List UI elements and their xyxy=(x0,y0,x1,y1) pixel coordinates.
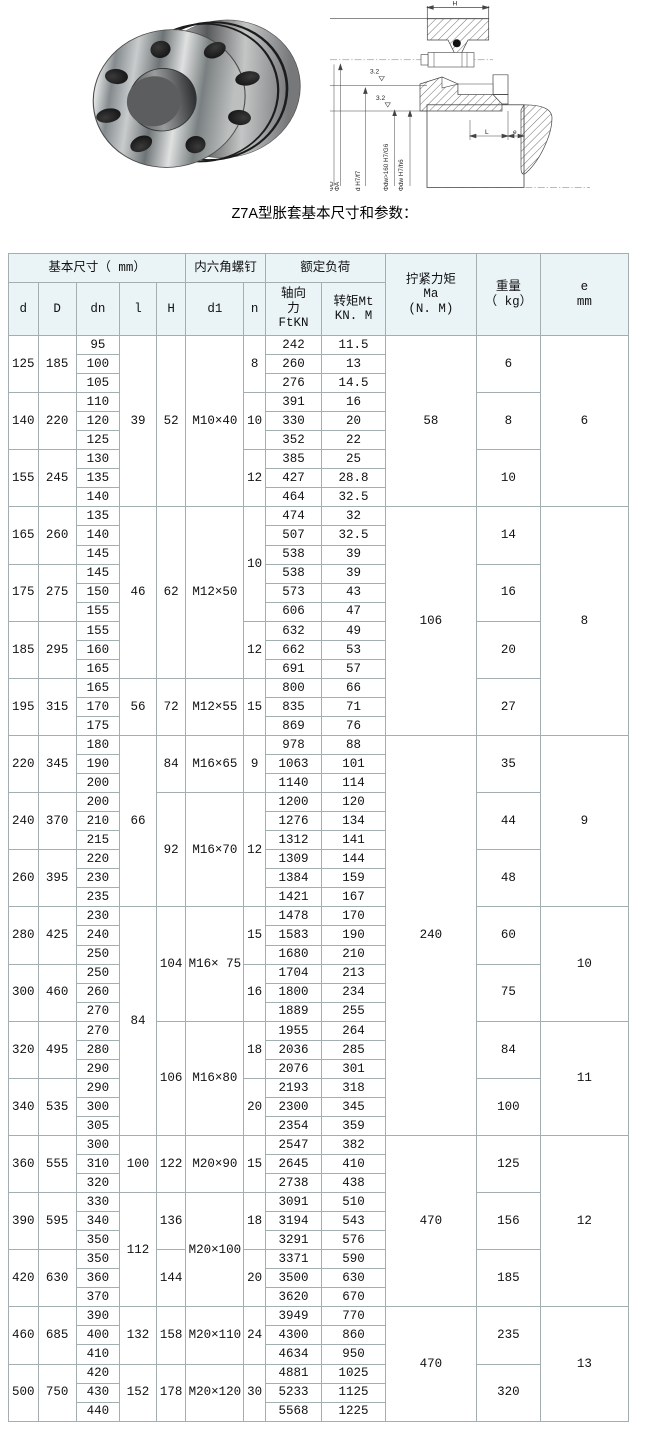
svg-text:H: H xyxy=(453,1,458,8)
svg-text:d H7/f7: d H7/f7 xyxy=(355,170,362,191)
svg-text:e: e xyxy=(513,129,517,136)
svg-text:Φdw H7/h6: Φdw H7/h6 xyxy=(398,159,405,191)
svg-text:3.2: 3.2 xyxy=(370,69,379,76)
svg-text:L: L xyxy=(485,129,489,136)
svg-text:ΦA: ΦA xyxy=(334,181,341,191)
svg-text:3.2: 3.2 xyxy=(376,95,385,102)
svg-text:Φdw>160 H7/G6: Φdw>160 H7/G6 xyxy=(383,143,390,191)
